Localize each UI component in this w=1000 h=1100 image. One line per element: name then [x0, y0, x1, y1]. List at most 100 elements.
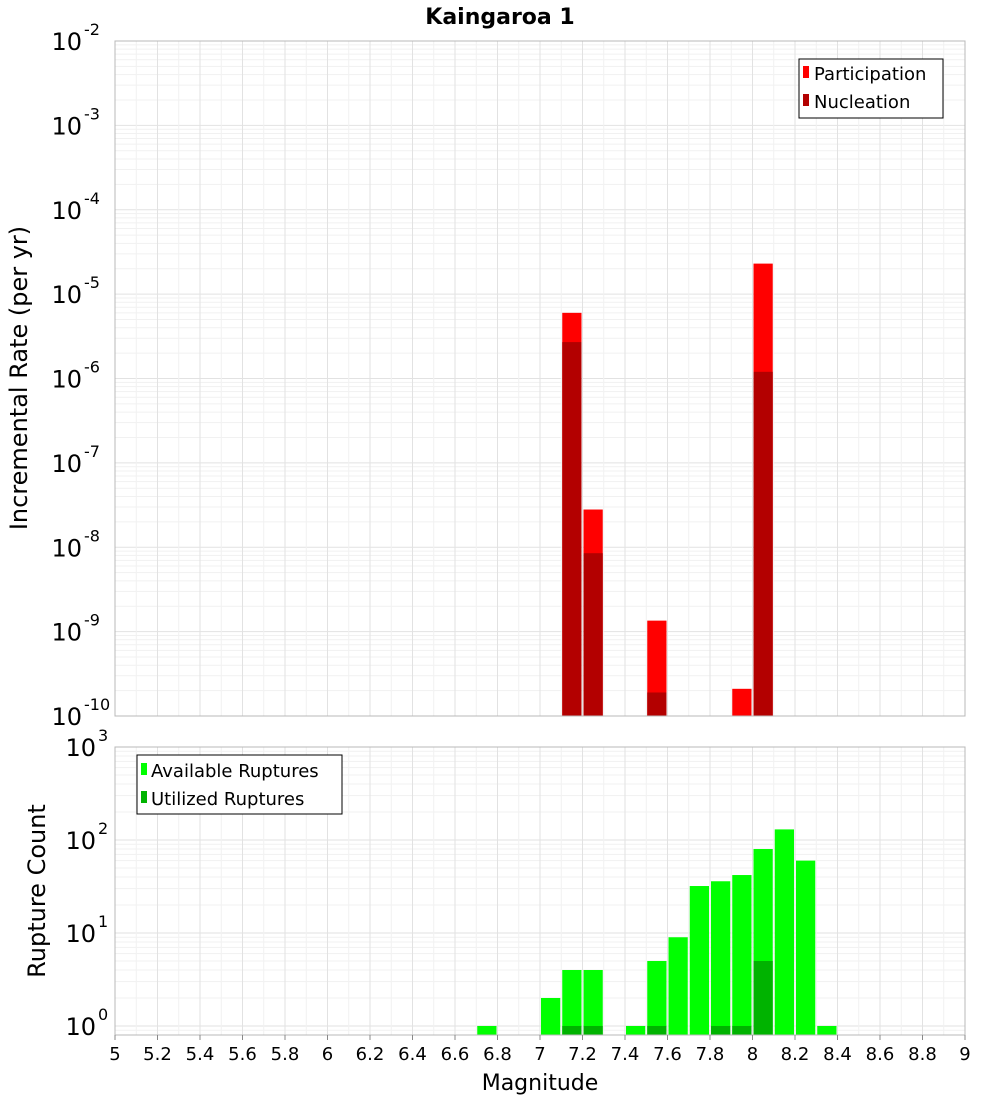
x-tick-label: 7.8 — [696, 1044, 725, 1065]
count-y-tick-base: 10 — [65, 827, 96, 855]
rate-y-tick-exponent: -9 — [84, 611, 100, 630]
x-tick-label: 8.8 — [908, 1044, 937, 1065]
rate-y-tick-base: 10 — [51, 197, 82, 225]
x-tick-label: 8.4 — [823, 1044, 852, 1065]
utilized-ruptures-bar — [753, 960, 773, 1035]
x-tick-label: 8.6 — [866, 1044, 895, 1065]
participation-bar — [732, 688, 752, 716]
utilized-ruptures-bar — [711, 1025, 731, 1035]
nucleation-bar — [562, 342, 582, 716]
x-tick-label: 7.6 — [653, 1044, 682, 1065]
count-legend-box — [136, 754, 343, 815]
rate-y-tick: 10 -9 — [51, 611, 100, 647]
rate-y-tick-exponent: -7 — [84, 442, 100, 461]
rate-legend-box — [798, 58, 944, 119]
chart-title: Kaingaroa 1 — [425, 5, 574, 30]
rate-bars — [562, 263, 773, 716]
x-tick-label: 5 — [109, 1044, 120, 1065]
rate-y-tick-exponent: -3 — [84, 104, 100, 123]
x-tick-label: 5.2 — [143, 1044, 172, 1065]
x-tick-label: 7 — [534, 1044, 545, 1065]
rate-y-tick-base: 10 — [51, 281, 82, 309]
available-ruptures-bar — [477, 1025, 497, 1035]
utilized-ruptures-bar — [583, 1025, 603, 1035]
rate-y-tick-exponent: -5 — [84, 273, 100, 292]
rate-y-axis-label: Incremental Rate (per yr) — [5, 226, 33, 530]
rate-grid — [115, 41, 965, 716]
count-y-axis-label: Rupture Count — [23, 804, 51, 978]
rate-y-tick-base: 10 — [51, 366, 82, 394]
x-tick-label: 5.6 — [228, 1044, 257, 1065]
utilized-swatch — [141, 791, 147, 803]
x-tick-label: 6 — [322, 1044, 333, 1065]
count-bars — [477, 829, 837, 1035]
utilized-ruptures-bar — [562, 1025, 582, 1035]
count-y-tick-exponent: 2 — [98, 819, 108, 838]
rate-y-tick-exponent: -6 — [84, 358, 100, 377]
x-tick-label: 9 — [959, 1044, 970, 1065]
count-y-tick-base: 10 — [65, 920, 96, 948]
rate-y-tick: 10 -7 — [51, 442, 100, 478]
available-ruptures-bar — [562, 969, 582, 1035]
x-tick-label: 6.2 — [356, 1044, 385, 1065]
utilized-ruptures-bar — [732, 1025, 752, 1035]
rate-y-tick-exponent: -10 — [84, 695, 110, 714]
available-legend-label: Available Ruptures — [151, 761, 319, 782]
rate-y-tick-exponent: -2 — [84, 20, 100, 39]
available-ruptures-bar — [668, 937, 688, 1035]
available-ruptures-bar — [774, 829, 794, 1035]
count-legend: Available Ruptures Utilized Ruptures — [136, 754, 343, 815]
rate-y-tick: 10 -10 — [51, 695, 110, 731]
rate-y-tick: 10 -3 — [51, 104, 100, 140]
x-tick-label: 6.4 — [398, 1044, 427, 1065]
utilized-legend-label: Utilized Ruptures — [151, 789, 304, 810]
participation-swatch — [803, 66, 809, 78]
available-ruptures-bar — [647, 960, 667, 1035]
nucleation-legend-label: Nucleation — [814, 92, 910, 113]
available-swatch — [141, 763, 147, 775]
count-y-tick-base: 10 — [65, 1013, 96, 1041]
x-tick-label: 8.2 — [781, 1044, 810, 1065]
available-ruptures-bar — [732, 875, 752, 1035]
available-ruptures-bar — [711, 881, 731, 1035]
x-tick-label: 5.4 — [186, 1044, 215, 1065]
available-ruptures-bar — [541, 997, 561, 1035]
participation-bar — [647, 620, 667, 716]
rate-y-tick-base: 10 — [51, 619, 82, 647]
count-y-tick-exponent: 3 — [98, 726, 108, 745]
rate-y-tick-base: 10 — [51, 703, 82, 731]
count-y-tick: 10 1 — [65, 912, 108, 948]
available-ruptures-bar — [583, 969, 603, 1035]
rate-y-tick: 10 -4 — [51, 189, 100, 225]
rate-y-tick-base: 10 — [51, 450, 82, 478]
x-tick-label: 5.8 — [271, 1044, 300, 1065]
rate-y-tick: 10 -8 — [51, 526, 100, 562]
count-y-tick-exponent: 0 — [98, 1005, 108, 1024]
available-ruptures-bar — [796, 860, 816, 1035]
rate-y-tick: 10 -6 — [51, 358, 100, 394]
nucleation-bar — [647, 692, 667, 716]
nucleation-bar — [753, 371, 773, 716]
utilized-ruptures-bar — [647, 1025, 667, 1035]
x-tick-label: 6.8 — [483, 1044, 512, 1065]
magnitude-x-ticks: 5 5.2 5.4 5.6 5.8 6 6.2 6.4 6.6 6.8 7 7.2 7.4 7.6 7.8 8… — [109, 1035, 971, 1065]
rate-plot-frame — [114, 40, 966, 717]
rate-y-tick-exponent: -4 — [84, 189, 100, 208]
x-tick-label: 6.6 — [441, 1044, 470, 1065]
count-y-tick-base: 10 — [65, 734, 96, 762]
rate-y-tick-exponent: -8 — [84, 526, 100, 545]
count-y-tick-exponent: 1 — [98, 912, 108, 931]
count-y-tick: 10 0 — [65, 1005, 108, 1041]
x-tick-label: 7.2 — [568, 1044, 597, 1065]
participation-legend-label: Participation — [814, 64, 926, 85]
rate-y-tick-base: 10 — [51, 28, 82, 56]
rate-y-tick: 10 -5 — [51, 273, 100, 309]
rate-y-tick: 10 -2 — [51, 20, 100, 56]
available-ruptures-bar — [626, 1025, 646, 1035]
count-y-tick: 10 3 — [65, 726, 108, 762]
